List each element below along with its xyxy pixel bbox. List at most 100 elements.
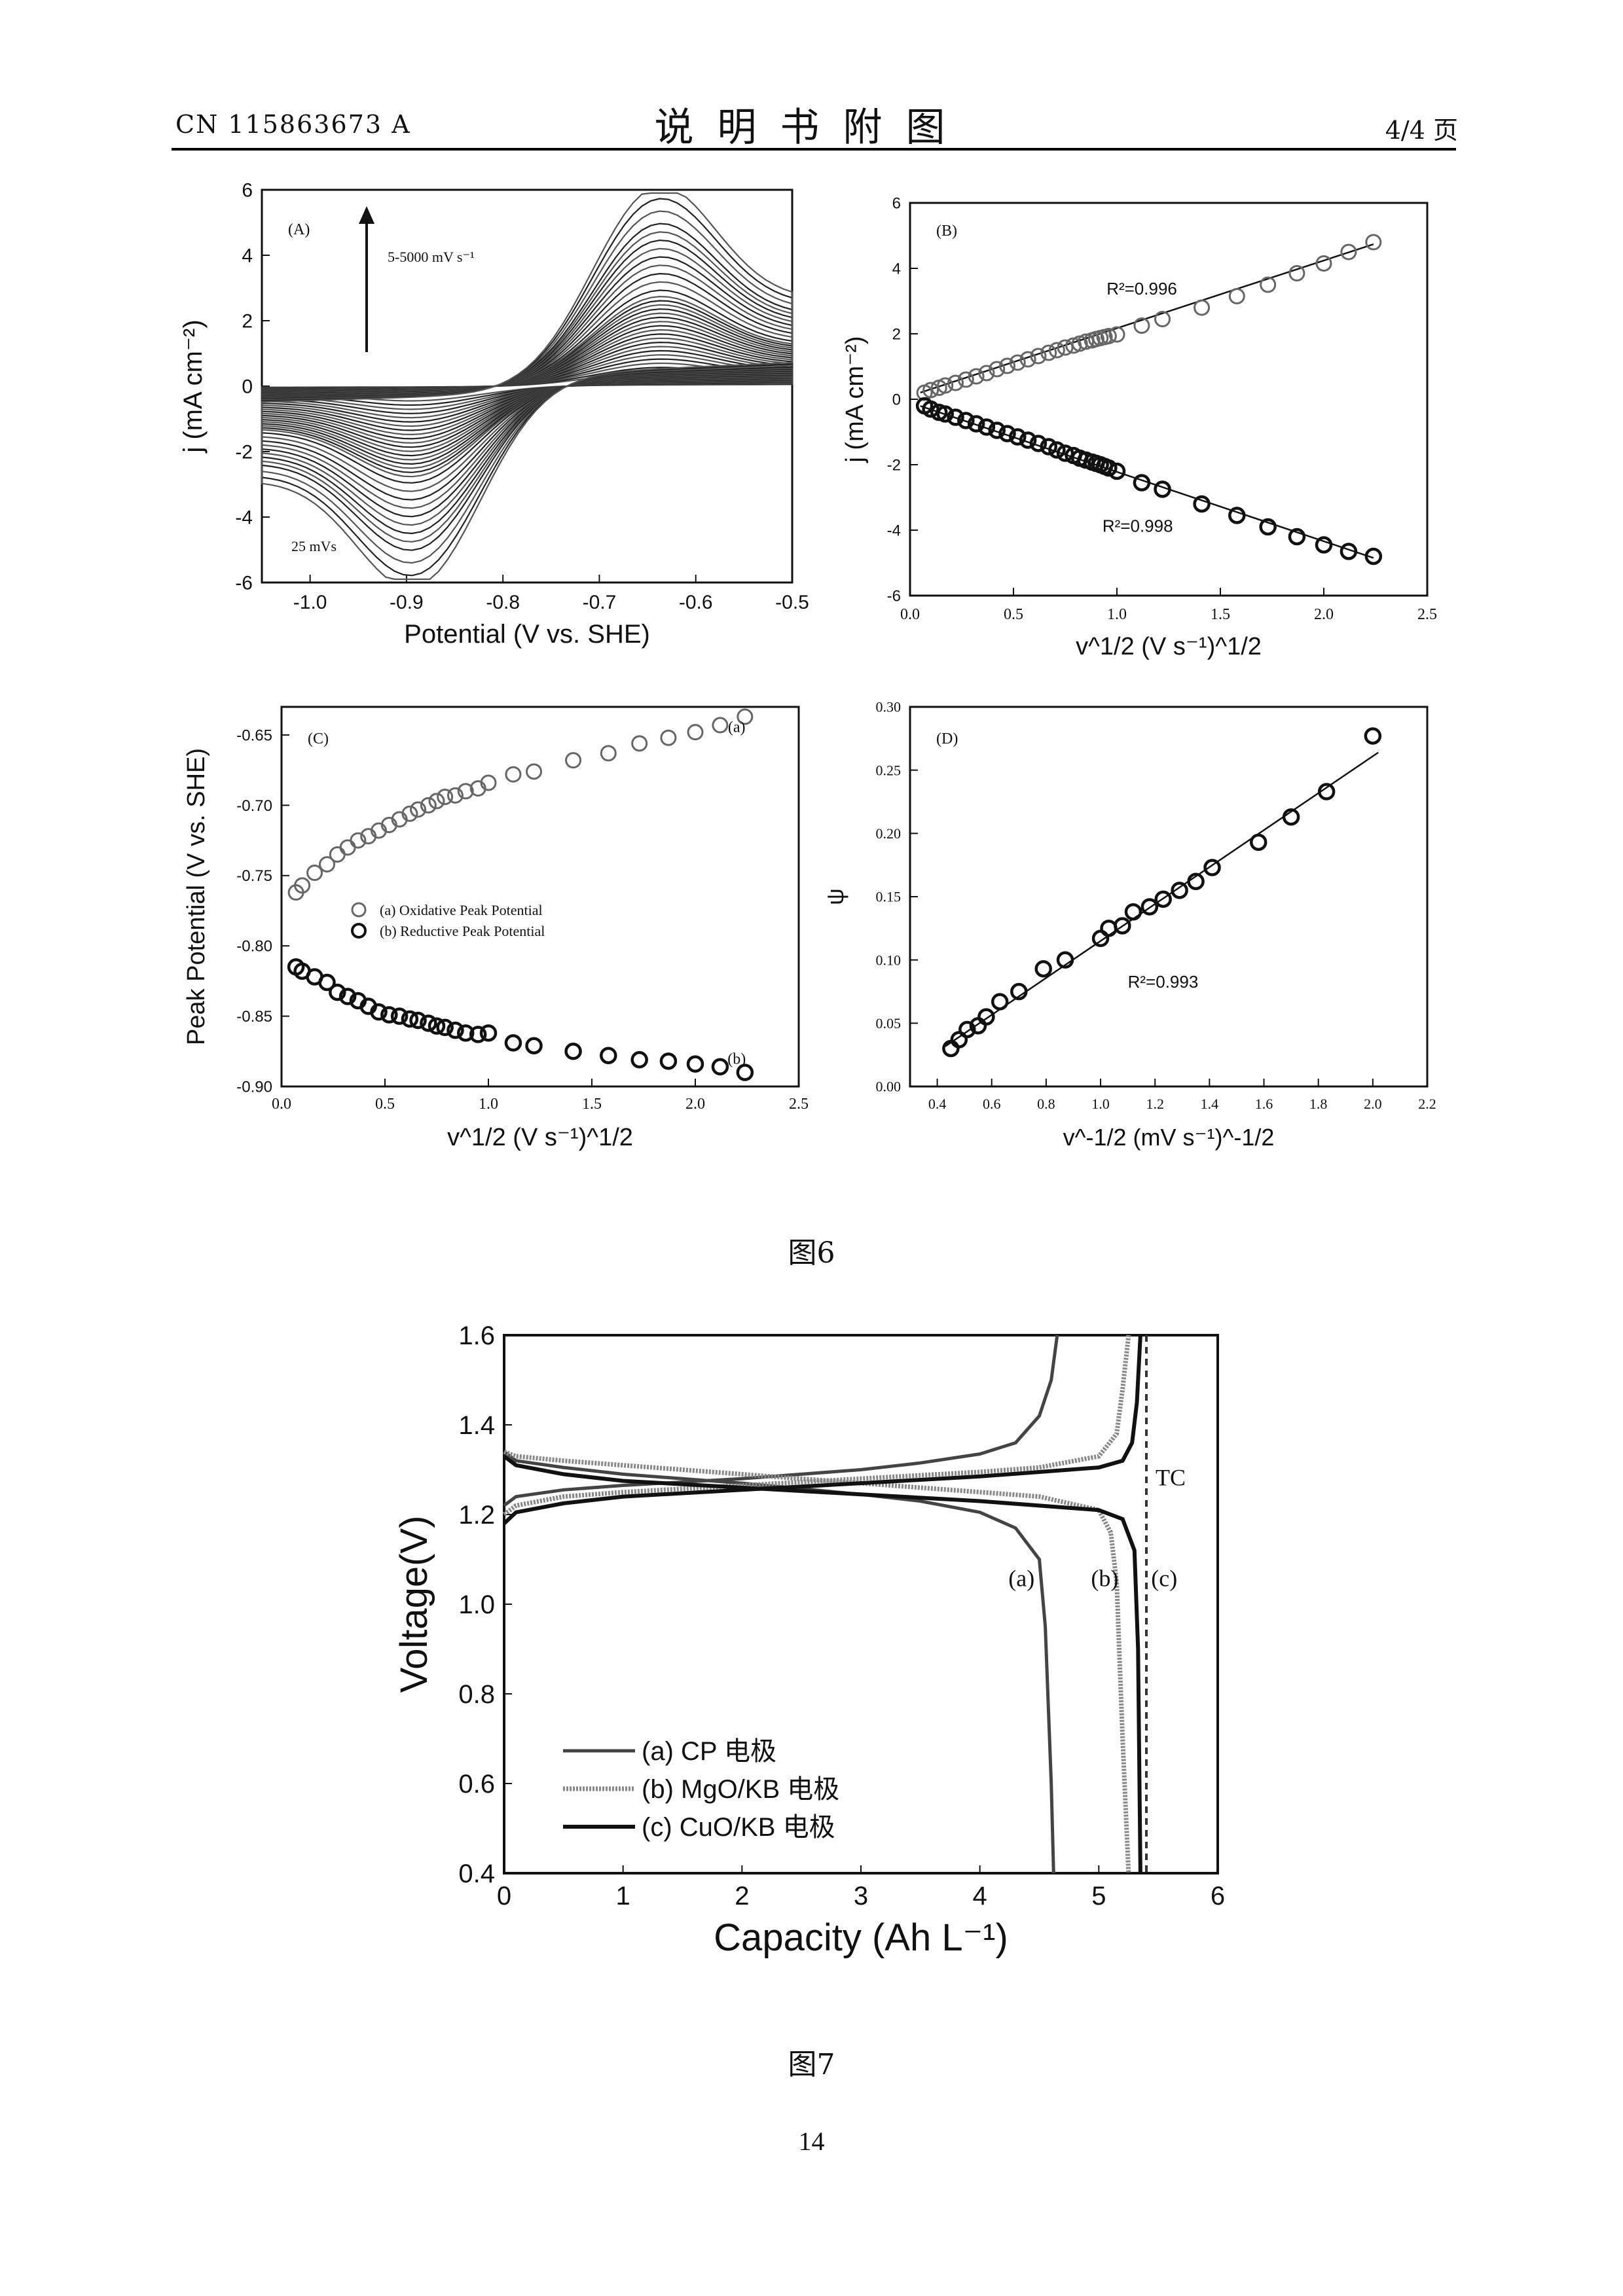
figure-7-caption: 图7 [788, 2048, 835, 2081]
data-point [736, 1064, 754, 1081]
data-point [1100, 920, 1118, 937]
data-point [1259, 518, 1277, 536]
data-point [1249, 833, 1267, 852]
figure-7-charge-discharge-chart: 0 1 2 3 4 5 6 0.4 0.6 0.8 1.0 1.2 1.4 1.6 Capacity (Ah… [393, 1321, 1225, 1959]
x-tick-label: 1.4 [1201, 1096, 1219, 1112]
data-point [1040, 344, 1057, 361]
x-tick-label: 2.5 [789, 1096, 809, 1113]
plot-frame [503, 1334, 1219, 1874]
data-point [1048, 342, 1065, 359]
y-tick-label: 0.00 [876, 1079, 902, 1095]
voltage-curve-charge [503, 1335, 1059, 1507]
x-tick-label: 1.6 [1255, 1096, 1273, 1112]
data-point [1124, 903, 1142, 921]
data-point [922, 400, 939, 418]
x-tick-label: 1.0 [1107, 606, 1127, 623]
data-point [318, 973, 336, 992]
data-point [947, 408, 964, 426]
data-point [978, 365, 995, 382]
x-tick-label: 0.5 [1004, 606, 1023, 623]
data-point [631, 735, 648, 752]
data-point [505, 766, 522, 783]
x-tick-label: 1.5 [1211, 606, 1230, 623]
data-point [1048, 441, 1066, 459]
data-point [456, 1024, 475, 1042]
panel-label: (B) [936, 223, 957, 240]
plot-frame [261, 188, 793, 584]
data-point [1260, 276, 1277, 293]
data-point [1057, 339, 1074, 356]
x-tick-label: 0.5 [375, 1096, 395, 1113]
data-point [565, 752, 582, 769]
legend-label: (b) MgO/KB 电极 [642, 1775, 839, 1804]
data-point [525, 1037, 543, 1054]
fit-line [920, 405, 1374, 559]
fit-line [920, 243, 1374, 394]
r-squared-annotation: R²=0.996 [1106, 279, 1177, 298]
patent-number: CN 115863673 A [175, 110, 411, 139]
x-tick-label: 2.5 [1417, 606, 1437, 623]
page-title: 说明书附图 [654, 105, 969, 151]
data-point [1114, 917, 1131, 935]
x-tick-label: 2.0 [1314, 606, 1334, 623]
data-point [1030, 348, 1047, 365]
x-tick-label: 5 [1091, 1882, 1106, 1910]
figure-6-caption: 图6 [788, 1236, 835, 1270]
series-tag: (b) [1091, 1566, 1118, 1592]
data-point [457, 783, 474, 800]
data-point [991, 993, 1009, 1011]
data-point [370, 1003, 388, 1021]
y-axis-label: j (mA cm⁻²) [841, 336, 869, 463]
x-tick-label: 2.0 [1364, 1096, 1382, 1112]
fit-line [945, 751, 1379, 1047]
data-point [1100, 459, 1118, 477]
panel-b-current-chart: 0.0 0.5 1.0 1.5 2.0 2.5 -6 -4 -2 0 2 4 6 v^1/2 (V s⁻¹… [841, 194, 1437, 660]
data-point [1056, 444, 1074, 462]
plot-frame [280, 706, 800, 1088]
data-point [1034, 960, 1052, 978]
data-point [977, 418, 996, 436]
legend-label: (a) Oxidative Peak Potential [380, 902, 543, 918]
data-point [687, 724, 704, 741]
y-tick-label: 6 [242, 180, 253, 202]
x-tick-label: -1.0 [293, 592, 327, 613]
x-tick-label: -0.5 [775, 592, 809, 613]
x-tick-label: 0.0 [272, 1096, 291, 1113]
data-point [1133, 317, 1150, 334]
x-tick-label: 6 [1211, 1882, 1225, 1910]
data-point [1193, 495, 1211, 513]
data-point [957, 371, 974, 388]
x-tick-label: 2.0 [685, 1096, 705, 1113]
y-tick-label: 1.6 [458, 1321, 495, 1350]
x-tick-label: 1.0 [1091, 1096, 1110, 1112]
y-tick-label: 0.20 [876, 825, 902, 842]
data-point [420, 1014, 437, 1032]
y-tick-label: -2 [235, 442, 253, 463]
y-tick-label: 4 [242, 245, 253, 267]
data-point [436, 1018, 454, 1037]
y-tick-label: 0.6 [458, 1770, 495, 1799]
x-tick-label: 0.4 [928, 1096, 947, 1112]
data-point [480, 774, 497, 791]
data-point [390, 1007, 409, 1025]
x-tick-label: -0.6 [679, 592, 713, 613]
x-tick-label: -0.7 [583, 592, 617, 613]
x-tick-label: 4 [973, 1882, 987, 1910]
x-axis-label: v^-1/2 (mV s⁻¹)^-1/2 [1063, 1124, 1275, 1151]
data-point [1154, 311, 1171, 327]
data-point [1315, 255, 1332, 272]
arrow-head-icon [359, 206, 374, 224]
data-point [428, 793, 445, 810]
data-point [1288, 528, 1306, 546]
y-axis-label: ψ [822, 888, 848, 905]
x-tick-label: 0.0 [900, 606, 920, 623]
y-tick-label: 0.05 [876, 1015, 902, 1031]
y-tick-label: 0.30 [876, 699, 902, 715]
voltage-curve-charge [502, 1335, 1131, 1516]
data-point [660, 729, 677, 746]
y-tick-label: -0.70 [236, 797, 272, 815]
voltage-curve-discharge [503, 1450, 1055, 1874]
y-tick-label: 0.10 [876, 952, 902, 968]
x-tick-label: 1 [616, 1882, 630, 1910]
panel-label: (D) [936, 730, 958, 747]
